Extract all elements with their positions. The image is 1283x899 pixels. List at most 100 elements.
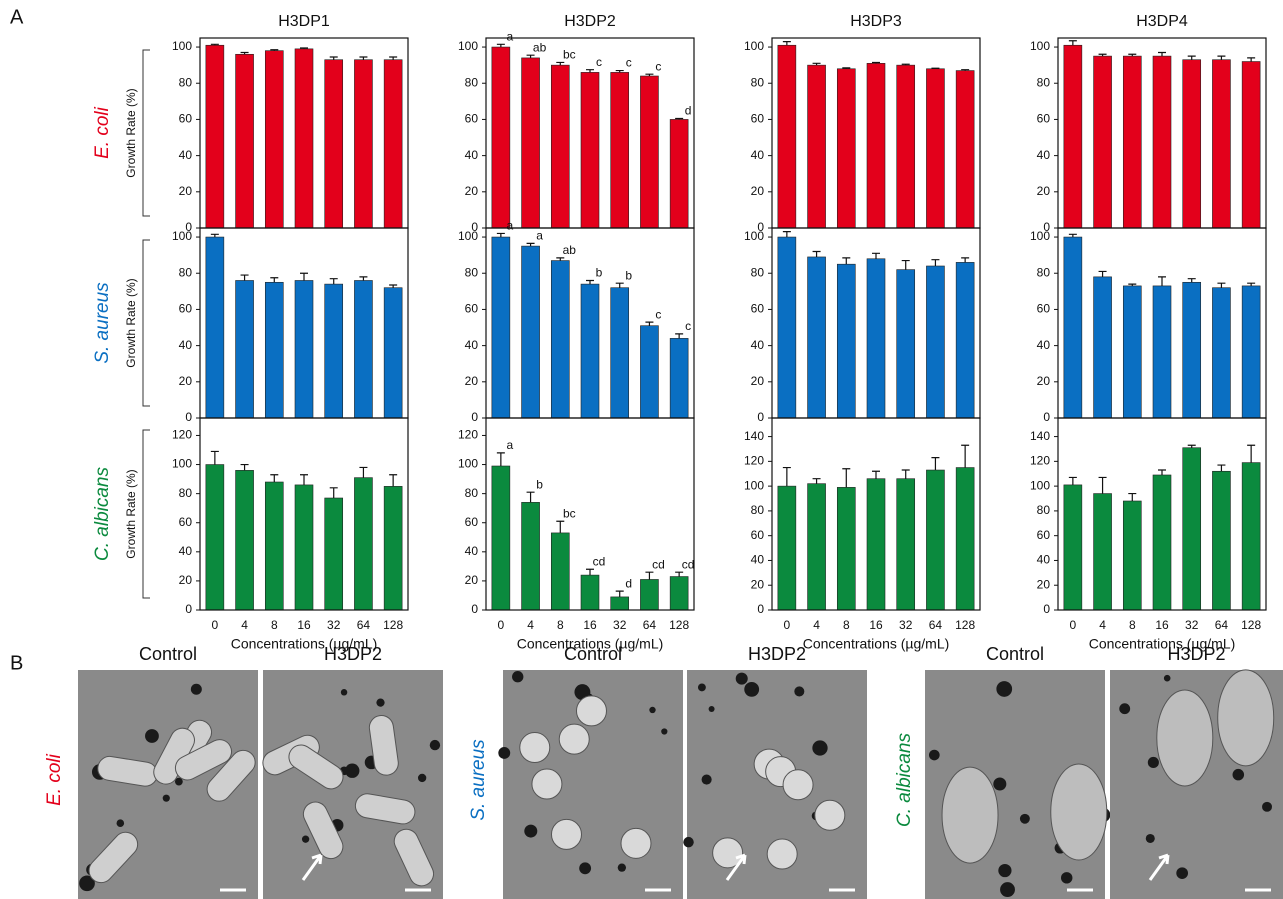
error-bar [1069,234,1077,237]
error-bar [872,471,880,478]
error-bar [527,492,535,502]
y-tick-label: 60 [179,302,193,316]
pore [709,706,715,712]
x-tick-label: 128 [669,618,689,632]
error-bar-line [675,572,683,576]
y-tick-label: 100 [1030,229,1050,243]
y-tick-label: 20 [179,374,193,388]
bar [778,45,796,228]
bar [1064,237,1082,418]
error-bar-line [241,275,249,280]
y-tick-label: 80 [179,486,193,500]
error-bar [813,479,821,484]
error-bar [241,465,249,471]
x-tick-label: 4 [527,618,534,632]
significance-letter: d [685,104,692,118]
x-tick-label: 8 [843,618,850,632]
error-bar-line [300,475,308,485]
condition-label: Control [986,644,1044,664]
significance-letter: c [685,319,691,333]
error-bar-line [1217,56,1225,60]
figure: A B H3DP1H3DP2H3DP3H3DP4E. coliGrowth Ra… [0,0,1283,899]
bar [640,579,658,610]
bracket [143,240,150,406]
error-bar-line [556,258,564,261]
error-bar [616,283,624,288]
y-tick-label: 40 [179,544,193,558]
y-tick-label: 100 [1030,478,1050,492]
y-tick-label: 100 [172,39,192,53]
error-bar [961,445,969,467]
bar [1242,286,1260,418]
error-bar [1158,277,1166,286]
x-tick-label: 64 [643,618,657,632]
species-label: C. albicans [92,467,113,561]
bar [1123,501,1141,610]
column-title: H3DP2 [564,13,616,30]
error-bar [783,468,791,487]
y-tick-label: 20 [751,374,765,388]
bar [1064,45,1082,228]
pore [302,836,309,843]
bar [1183,448,1201,610]
x-tick-label: 16 [869,618,883,632]
pore [163,795,170,802]
significance-letter: c [655,307,661,321]
error-bar-line [556,521,564,533]
bar [1242,463,1260,610]
error-bar-line [813,479,821,484]
y-tick-label: 80 [751,75,765,89]
bar [808,257,826,418]
bar [897,270,915,418]
bar [206,45,224,228]
error-bar-line [961,258,969,263]
y-tick-label: 80 [1037,503,1051,517]
y-tick-label: 80 [465,265,479,279]
y-axis-label: Growth Rate (%) [124,88,138,177]
y-tick-label: 120 [172,428,192,442]
y-tick-label: 140 [744,429,764,443]
error-bar-line [1158,277,1166,286]
cell [783,770,813,800]
significance-letter: ab [533,40,547,54]
error-bar [1217,283,1225,288]
pore [702,774,712,784]
bar [492,466,510,610]
error-bar [300,273,308,280]
bar [670,577,688,610]
bar [354,60,372,228]
error-bar-line [842,469,850,488]
error-bar [330,57,338,60]
x-tick-label: 8 [271,618,278,632]
error-bar [675,572,683,576]
bar [1123,56,1141,228]
error-bar-line [1188,279,1196,283]
error-bar [813,252,821,257]
bar [1123,286,1141,418]
error-bar [931,68,939,69]
y-tick-label: 80 [179,75,193,89]
significance-letter: a [507,30,514,44]
bar [611,597,629,610]
y-tick-label: 60 [751,302,765,316]
y-axis-label: Growth Rate (%) [124,278,138,367]
error-bar-line [359,467,367,477]
bar [492,47,510,228]
error-bar-line [497,233,505,237]
error-bar-line [1069,477,1077,484]
cell [1157,690,1213,786]
error-bar-line [842,258,850,264]
bar [551,261,569,418]
y-tick-label: 0 [1043,410,1050,424]
column-title: H3DP3 [850,13,902,30]
error-bar-line [330,279,338,284]
bar [265,282,283,418]
significance-letter: b [536,477,543,491]
bar [926,69,944,228]
error-bar [556,62,564,65]
error-bar [527,55,535,58]
pore [812,740,827,755]
y-tick-label: 40 [1037,338,1051,352]
error-bar [389,57,397,60]
bar [1212,288,1230,418]
